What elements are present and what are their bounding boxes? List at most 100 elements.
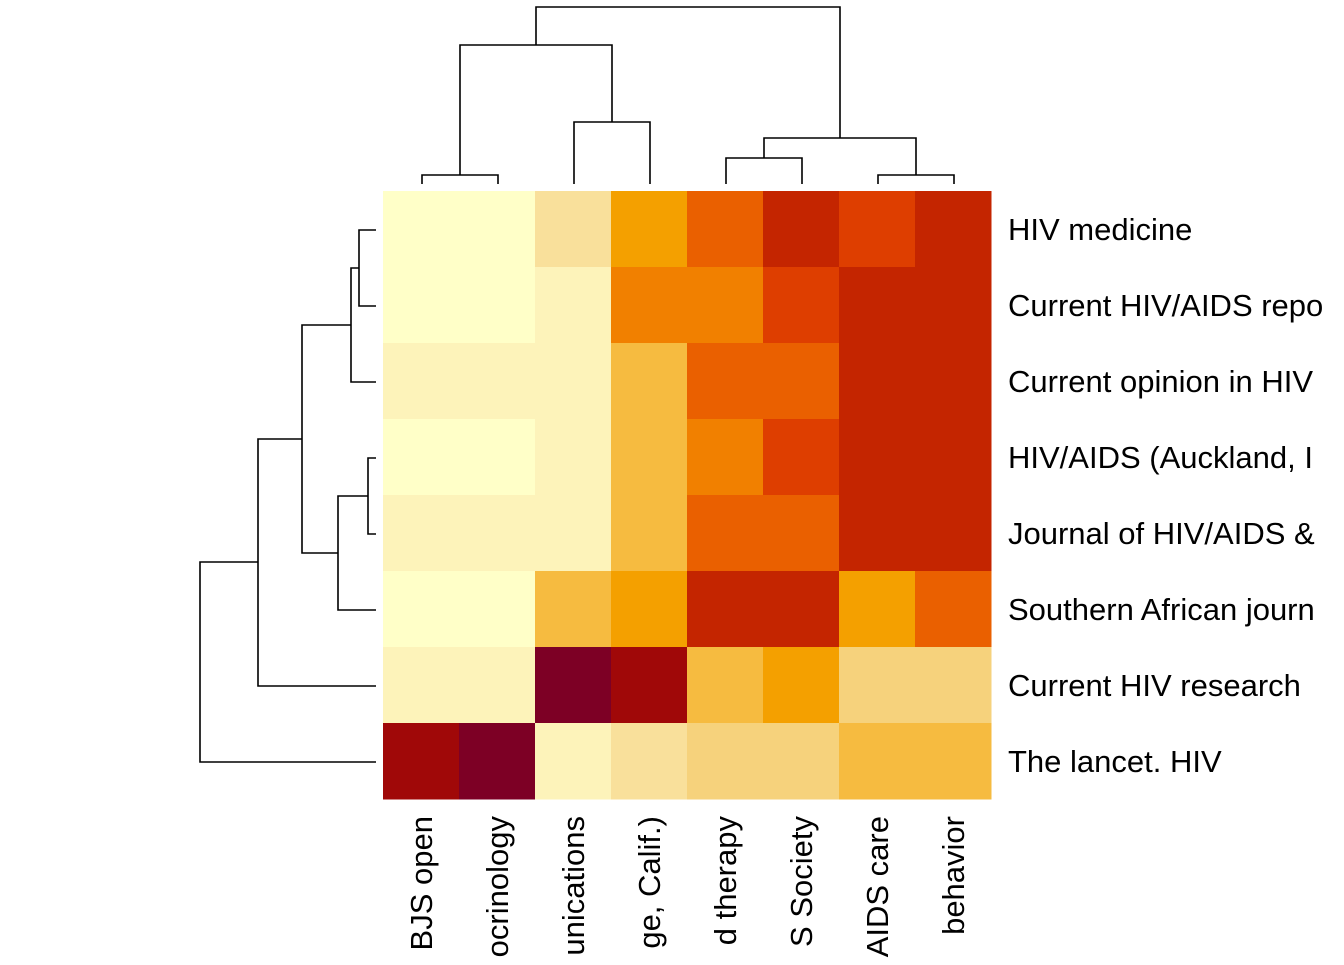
heatmap-cell	[915, 343, 992, 420]
column-dendrogram-branch	[573, 121, 651, 184]
heatmap-cell	[839, 647, 916, 724]
row-label: Southern African journ	[1008, 592, 1315, 627]
column-label: BJS open	[404, 816, 439, 950]
row-dendrogram-branch	[199, 561, 376, 763]
heatmap-cell	[915, 647, 992, 724]
column-dendrogram-branch	[877, 174, 955, 184]
heatmap-cell	[915, 571, 992, 648]
heatmap-cell	[687, 267, 764, 344]
heatmap-cell	[535, 647, 612, 724]
heatmap-cell	[535, 419, 612, 496]
heatmap-cell	[383, 571, 460, 648]
heatmap-cell	[915, 267, 992, 344]
row-labels: HIV medicine Current HIV/AIDS repo Current…	[1008, 212, 1323, 779]
heatmap-cell	[611, 191, 688, 268]
heatmap-cell	[763, 419, 840, 496]
heatmap-cell	[459, 191, 536, 268]
row-label: HIV medicine	[1008, 212, 1192, 247]
heatmap-cell	[535, 191, 612, 268]
heatmap-cell	[535, 723, 612, 800]
heatmap-cell	[915, 191, 992, 268]
row-label: Journal of HIV/AIDS &	[1008, 516, 1315, 551]
heatmap-cell	[383, 191, 460, 268]
row-dendrogram-branch	[367, 457, 376, 535]
row-dendrogram	[199, 229, 376, 763]
row-label: Current HIV research	[1008, 668, 1301, 703]
heatmap-cell	[611, 723, 688, 800]
heatmap-cell	[611, 571, 688, 648]
heatmap-cell	[383, 343, 460, 420]
heatmap-cell	[839, 343, 916, 420]
heatmap-cell	[687, 343, 764, 420]
heatmap-cell	[763, 495, 840, 572]
heatmap-cell	[915, 723, 992, 800]
heatmap-cell	[687, 723, 764, 800]
heatmap-cell	[535, 343, 612, 420]
heatmap-cell	[687, 647, 764, 724]
heatmap-cell	[839, 191, 916, 268]
heatmap-cell	[535, 495, 612, 572]
heatmap-cell	[383, 495, 460, 572]
column-label: ocrinology	[480, 816, 515, 958]
column-label: behavior	[936, 816, 971, 935]
heatmap-cells	[383, 191, 992, 800]
heatmap-cell	[763, 343, 840, 420]
row-label: HIV/AIDS (Auckland, I	[1008, 440, 1313, 475]
heatmap-cell	[839, 267, 916, 344]
heatmap-cell	[839, 723, 916, 800]
column-dendrogram-branch	[763, 137, 917, 175]
heatmap-cell	[763, 267, 840, 344]
heatmap-cell	[839, 419, 916, 496]
heatmap-cell	[459, 343, 536, 420]
heatmap-cell	[611, 343, 688, 420]
heatmap-cell	[383, 419, 460, 496]
heatmap-cell	[459, 723, 536, 800]
heatmap-cell	[915, 419, 992, 496]
column-dendrogram-branch	[421, 174, 499, 184]
row-dendrogram-branch	[337, 495, 376, 611]
heatmap-cell	[763, 571, 840, 648]
heatmap-cell	[459, 495, 536, 572]
heatmap-cell	[839, 571, 916, 648]
heatmap-cell	[687, 495, 764, 572]
column-dendrogram	[421, 6, 955, 184]
heatmap-cell	[459, 419, 536, 496]
heatmap-cell	[383, 723, 460, 800]
column-label: AIDS care	[860, 816, 895, 957]
column-labels: BJS open ocrinology unications ge, Calif.) d…	[404, 816, 971, 958]
column-label: unications	[556, 816, 591, 956]
row-dendrogram-branch	[301, 324, 351, 554]
column-dendrogram-branch	[725, 157, 803, 184]
heatmap-cell	[535, 267, 612, 344]
column-dendrogram-branch	[459, 44, 613, 175]
row-dendrogram-branch	[358, 229, 376, 307]
heatmap-cell	[763, 191, 840, 268]
heatmap-cell	[611, 495, 688, 572]
heatmap-cell	[459, 571, 536, 648]
row-dendrogram-branch	[350, 267, 376, 383]
row-label: Current opinion in HIV	[1008, 364, 1313, 399]
column-dendrogram-branch	[535, 6, 841, 138]
heatmap-cell	[687, 191, 764, 268]
heatmap-cell	[459, 267, 536, 344]
heatmap-cell	[915, 495, 992, 572]
heatmap-cell	[611, 267, 688, 344]
heatmap-cell	[763, 647, 840, 724]
heatmap-cell	[383, 647, 460, 724]
heatmap-cell	[687, 419, 764, 496]
heatmap-cell	[383, 267, 460, 344]
heatmap-cell	[611, 647, 688, 724]
heatmap-cell	[535, 571, 612, 648]
row-dendrogram-branch	[257, 438, 376, 687]
row-label: The lancet. HIV	[1008, 744, 1222, 779]
row-label: Current HIV/AIDS repo	[1008, 288, 1323, 323]
heatmap-cell	[459, 647, 536, 724]
heatmap-cell	[763, 723, 840, 800]
heatmap-cell	[687, 571, 764, 648]
column-label: ge, Calif.)	[632, 816, 667, 949]
heatmap-cell	[611, 419, 688, 496]
column-label: d therapy	[708, 816, 743, 946]
column-label: S Society	[784, 816, 819, 947]
